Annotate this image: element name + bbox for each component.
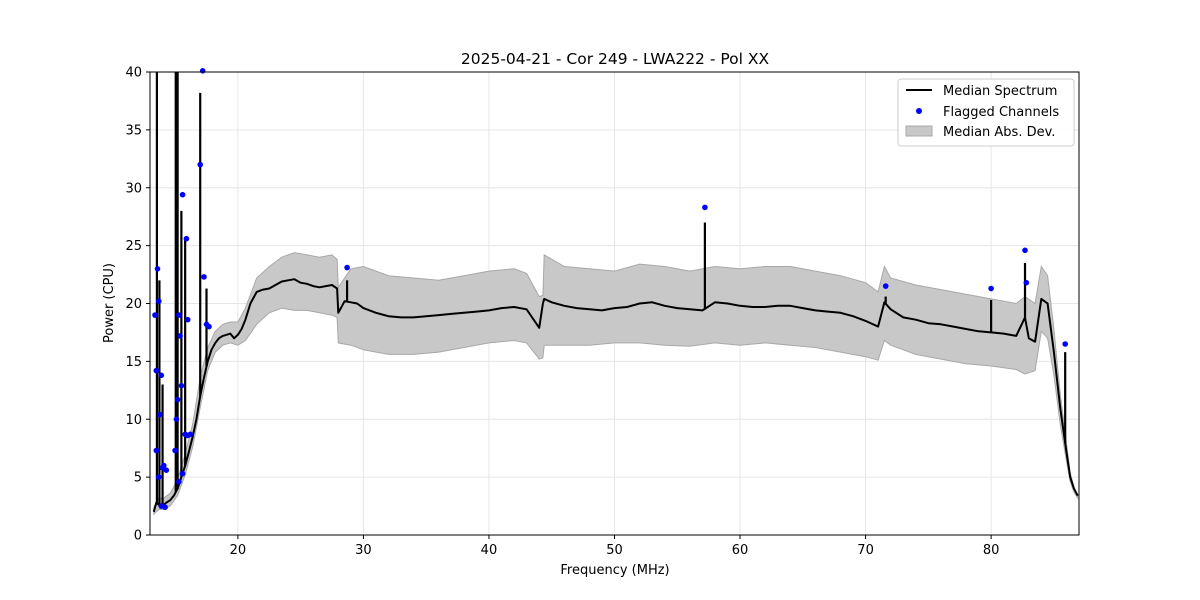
x-axis-label: Frequency (MHz) bbox=[560, 563, 669, 578]
flagged-channel-point bbox=[206, 323, 212, 330]
y-tick-label: 40 bbox=[125, 66, 142, 81]
flagged-channel-point bbox=[172, 447, 178, 454]
flagged-channel-point bbox=[1062, 341, 1068, 347]
flagged-channel-point bbox=[161, 462, 167, 469]
legend-label-median: Median Spectrum bbox=[943, 84, 1057, 99]
flagged-channel-point bbox=[174, 396, 181, 403]
flagged-channel-point bbox=[152, 312, 158, 318]
legend-swatch-flagged bbox=[916, 108, 922, 114]
legend: Median Spectrum Flagged Channels Median … bbox=[897, 78, 1075, 147]
flagged-channel-point bbox=[156, 474, 162, 480]
y-tick-label: 15 bbox=[125, 355, 142, 370]
flagged-channel-point bbox=[153, 447, 160, 454]
y-tick-label: 0 bbox=[134, 529, 142, 544]
flagged-channel-point bbox=[154, 266, 161, 272]
flagged-channel-point bbox=[163, 467, 170, 474]
flagged-channel-point bbox=[177, 333, 183, 339]
flagged-channel-point bbox=[197, 161, 203, 168]
flagged-channel-point bbox=[882, 283, 889, 289]
legend-swatch-mad bbox=[905, 125, 933, 137]
flagged-channel-point bbox=[184, 316, 191, 323]
flagged-channel-point bbox=[1022, 247, 1028, 254]
legend-label-mad: Median Abs. Dev. bbox=[943, 125, 1055, 140]
mad-band-area bbox=[153, 252, 1079, 516]
mad-band bbox=[153, 252, 1079, 516]
y-axis-ticks: 0 5 10 15 20 25 30 35 40 bbox=[125, 66, 150, 544]
y-axis-label: Power (CPU) bbox=[102, 263, 117, 343]
flagged-channel-point bbox=[183, 235, 190, 242]
legend-frame bbox=[897, 78, 1075, 147]
flagged-channel-point bbox=[162, 504, 168, 511]
y-tick-label: 35 bbox=[125, 123, 142, 138]
flagged-channel-point bbox=[187, 431, 193, 438]
x-tick-label: 40 bbox=[481, 543, 498, 558]
chart-title: 2025-04-21 - Cor 249 - LWA222 - Pol XX bbox=[461, 50, 770, 68]
x-tick-label: 30 bbox=[355, 543, 372, 558]
flagged-points bbox=[152, 68, 1068, 511]
y-tick-label: 25 bbox=[125, 239, 142, 254]
flagged-channel-point bbox=[176, 312, 182, 318]
flagged-channel-point bbox=[157, 411, 163, 418]
flagged-channel-point bbox=[153, 367, 160, 374]
flagged-channel-point bbox=[199, 68, 206, 74]
flagged-channel-point bbox=[176, 479, 182, 485]
y-tick-label: 20 bbox=[125, 297, 142, 312]
flagged-channel-point bbox=[158, 372, 165, 379]
flagged-channel-point bbox=[702, 204, 708, 211]
flagged-channel-point bbox=[1023, 279, 1030, 286]
x-tick-label: 70 bbox=[857, 543, 874, 558]
y-tick-label: 10 bbox=[125, 413, 142, 428]
flagged-channel-point bbox=[988, 285, 994, 292]
y-tick-label: 30 bbox=[125, 181, 142, 196]
flagged-channel-point bbox=[173, 416, 180, 423]
x-tick-label: 20 bbox=[230, 543, 247, 558]
x-axis-ticks: 20 30 40 50 60 70 80 bbox=[230, 535, 1000, 558]
flagged-channel-point bbox=[156, 298, 162, 305]
x-tick-label: 50 bbox=[606, 543, 623, 558]
x-tick-label: 80 bbox=[983, 543, 1000, 558]
median-line bbox=[152, 278, 1079, 513]
y-tick-label: 5 bbox=[134, 471, 142, 486]
median-spectrum-line bbox=[152, 278, 1079, 513]
flagged-channel-point bbox=[179, 191, 186, 198]
x-tick-label: 60 bbox=[732, 543, 749, 558]
flagged-channel-point bbox=[178, 382, 185, 389]
flagged-channel-point bbox=[179, 470, 186, 477]
flagged-channel-point bbox=[344, 264, 350, 271]
legend-label-flagged: Flagged Channels bbox=[943, 105, 1059, 120]
flagged-channel-point bbox=[201, 274, 207, 280]
